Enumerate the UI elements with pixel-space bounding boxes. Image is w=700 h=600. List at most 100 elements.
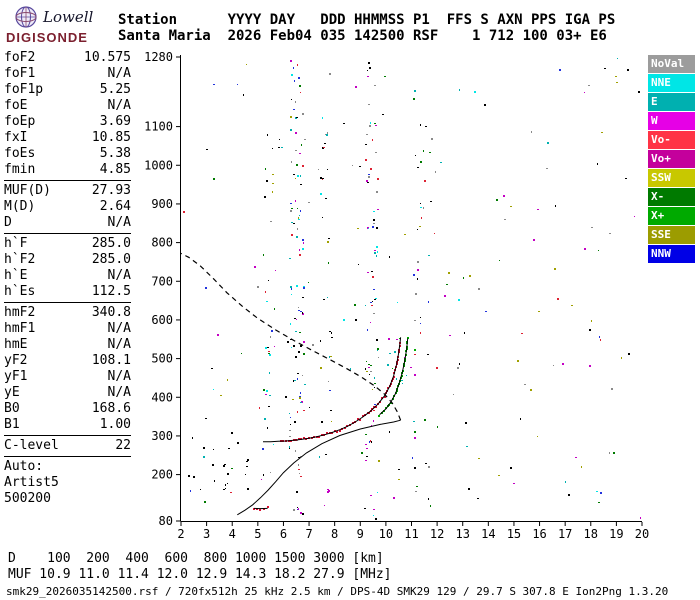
param-label: h`E — [4, 268, 28, 283]
legend-item-vo: Vo- — [648, 131, 695, 149]
param-label: foF1p — [4, 82, 44, 97]
param-value: N/A — [107, 215, 131, 230]
header-line2: Santa Maria 2026 Feb04 035 142500 RSF 1 … — [118, 28, 607, 44]
param-row-auto: Auto: — [4, 459, 131, 475]
legend-item-vo: Vo+ — [648, 150, 695, 168]
x-tick-label: 12 — [430, 527, 444, 541]
param-row-foep: foEp 3.69 — [4, 114, 131, 130]
param-value: 285.0 — [91, 252, 131, 267]
y-tick-label: 1280 — [144, 50, 173, 64]
header-line1: Station YYYY DAY DDD HHMMSS P1 FFS S AXN… — [118, 12, 616, 28]
param-label: D — [4, 215, 12, 230]
param-label: yF2 — [4, 353, 28, 368]
x-tick-label: 15 — [507, 527, 521, 541]
param-row-fof1: foF1 N/A — [4, 66, 131, 82]
param-value: N/A — [107, 98, 131, 113]
legend-item-ssw: SSW — [648, 169, 695, 187]
x-tick-label: 19 — [609, 527, 623, 541]
param-group-divider — [4, 233, 131, 234]
param-value: N/A — [107, 385, 131, 400]
x-tick-label: 13 — [455, 527, 469, 541]
param-value: 27.93 — [91, 183, 131, 198]
trace-true-height-profile — [237, 419, 401, 516]
param-label: fmin — [4, 162, 36, 177]
param-row-500200: 500200 — [4, 491, 131, 507]
param-row-clevel: C-level 22 — [4, 438, 131, 454]
globe-icon — [15, 6, 37, 28]
param-value: 3.69 — [99, 114, 131, 129]
x-tick-label: 17 — [558, 527, 572, 541]
param-group-divider — [4, 180, 131, 181]
y-tick-label: 400 — [151, 390, 173, 404]
param-value: 112.5 — [91, 284, 131, 299]
param-label: foF1 — [4, 66, 36, 81]
param-label: hmE — [4, 337, 28, 352]
param-value: 1.00 — [99, 417, 131, 432]
param-value: 4.85 — [99, 162, 131, 177]
x-tick-label: 16 — [532, 527, 546, 541]
param-label: Auto: — [4, 459, 44, 474]
param-row-hf: h`F 285.0 — [4, 236, 131, 252]
param-row-hes: h`Es 112.5 — [4, 284, 131, 300]
legend-item-x: X+ — [648, 207, 695, 225]
param-row-b1: B1 1.00 — [4, 417, 131, 433]
y-tick-label: 800 — [151, 236, 173, 250]
param-row-hmf1: hmF1 N/A — [4, 321, 131, 337]
param-label: foF2 — [4, 50, 36, 65]
param-value: N/A — [107, 66, 131, 81]
param-row-hmf2: hmF2 340.8 — [4, 305, 131, 321]
legend-item-nne: NNE — [648, 74, 695, 92]
param-label: hmF2 — [4, 305, 36, 320]
param-row-fxi: fxI 10.85 — [4, 130, 131, 146]
param-label: B0 — [4, 401, 20, 416]
y-tick-label: 600 — [151, 313, 173, 327]
trace-f2-x-mode-echo — [378, 337, 409, 417]
param-value: 10.85 — [91, 130, 131, 145]
y-tick-label: 900 — [151, 197, 173, 211]
param-label: foEp — [4, 114, 36, 129]
logo-top-row: Lowell — [6, 5, 118, 29]
param-value: 340.8 — [91, 305, 131, 320]
lowell-digisonde-logo: Lowell DIGISONDE — [6, 5, 118, 45]
param-label: MUF(D) — [4, 183, 51, 198]
legend-item-x: X- — [648, 188, 695, 206]
distance-row: D 100 200 400 600 800 1000 1500 3000 [km… — [8, 551, 384, 566]
d-muf-table: D 100 200 400 600 800 1000 1500 3000 [km… — [8, 551, 392, 583]
param-row-md: M(D) 2.64 — [4, 199, 131, 215]
x-tick-label: 20 — [635, 527, 649, 541]
echo-color-legend: NoVal NNE E W Vo- Vo+ SSW X- X+ SSE NNW — [648, 55, 695, 264]
param-value: N/A — [107, 321, 131, 336]
param-row-b0: B0 168.6 — [4, 401, 131, 417]
param-value: 22 — [115, 438, 131, 453]
param-group-divider — [4, 302, 131, 303]
station-header: Station YYYY DAY DDD HHMMSS P1 FFS S AXN… — [118, 12, 615, 44]
param-label: h`F2 — [4, 252, 36, 267]
param-label: fxI — [4, 130, 28, 145]
plot-axes: 1280 1100 1000 900 800 700 600 500 400 300 200 80 2 3… — [144, 50, 649, 541]
param-label: hmF1 — [4, 321, 36, 336]
param-label: h`Es — [4, 284, 36, 299]
trace-es-echo — [253, 506, 269, 511]
noise-dots — [183, 58, 641, 522]
param-row-fof1p: foF1p 5.25 — [4, 82, 131, 98]
y-tick-label: 200 — [151, 468, 173, 482]
param-row-d: D N/A — [4, 215, 131, 231]
param-row-yf1: yF1 N/A — [4, 369, 131, 385]
param-label: foE — [4, 98, 28, 113]
y-tick-label: 1100 — [144, 120, 173, 134]
param-row-ye: yE N/A — [4, 385, 131, 401]
param-value: 168.6 — [91, 401, 131, 416]
param-label: foEs — [4, 146, 36, 161]
param-value: 285.0 — [91, 236, 131, 251]
status-bar: smk29_2026035142500.rsf / 720fx512h 25 k… — [6, 585, 669, 598]
param-row-hf2: h`F2 285.0 — [4, 252, 131, 268]
param-row-artist5: Artist5 — [4, 475, 131, 491]
param-value: 2.64 — [99, 199, 131, 214]
param-row-yf2: yF2 108.1 — [4, 353, 131, 369]
logo-digisonde-text: DIGISONDE — [6, 30, 88, 45]
param-label: 500200 — [4, 491, 51, 506]
logo-lowell-text: Lowell — [43, 8, 94, 26]
x-tick-label: 7 — [305, 527, 312, 541]
y-tick-label: 80 — [159, 514, 173, 528]
